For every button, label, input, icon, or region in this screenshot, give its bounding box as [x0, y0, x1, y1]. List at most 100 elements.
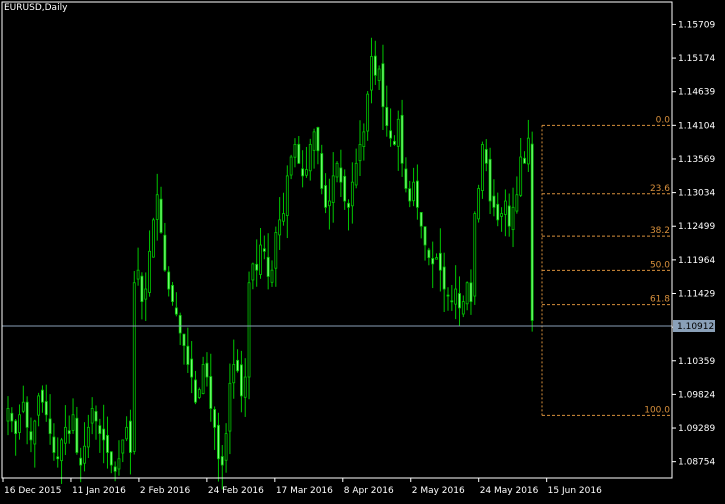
candle-body — [220, 456, 224, 466]
candle-body — [458, 293, 461, 309]
chart-frame — [1, 1, 673, 479]
candle-body — [393, 140, 396, 145]
x-tick-label: 24 Feb 2016 — [208, 486, 264, 496]
candle-body — [297, 143, 301, 164]
candle-body — [465, 282, 469, 305]
candle-body — [435, 257, 438, 260]
candle-body — [511, 206, 515, 231]
y-tick-label: 1.14104 — [678, 121, 715, 131]
candle-body — [14, 420, 18, 435]
candle-body — [496, 203, 500, 221]
candle-body — [151, 219, 155, 258]
candle-body — [18, 414, 21, 433]
candle-body — [159, 198, 163, 233]
candle-body — [86, 426, 90, 448]
candle-body — [213, 409, 217, 428]
candle-body — [339, 167, 343, 183]
y-tick-label: 1.11429 — [678, 289, 715, 299]
candle-body — [10, 412, 14, 422]
candle-body — [370, 56, 373, 91]
candle-body — [381, 63, 385, 108]
candle-body — [132, 282, 136, 452]
x-tick-label: 11 Jan 2016 — [72, 486, 126, 496]
candle-body — [106, 434, 109, 453]
candle-body — [519, 156, 523, 196]
y-tick-label: 1.08754 — [678, 458, 715, 468]
candle-body — [431, 258, 435, 265]
x-tick-label: 16 Dec 2015 — [4, 486, 62, 496]
candle-body — [205, 362, 209, 378]
x-tick-label: 17 Mar 2016 — [276, 486, 333, 496]
candle-body — [270, 269, 274, 283]
candle-body — [320, 153, 324, 189]
candle-body — [400, 114, 404, 164]
candle-body — [308, 144, 312, 172]
candle-body — [155, 194, 159, 220]
candle-body — [25, 401, 29, 428]
candle-body — [507, 205, 511, 227]
candle-body — [251, 263, 255, 281]
candle-body — [327, 200, 331, 207]
candle-body — [182, 333, 186, 347]
y-tick-label: 1.14639 — [678, 88, 715, 98]
candle-body — [481, 144, 484, 191]
candle-body — [354, 162, 358, 186]
candle-body — [178, 314, 182, 334]
candle-body — [148, 250, 151, 293]
candle-body — [408, 188, 412, 202]
candle-body — [83, 445, 86, 464]
candle-body — [366, 93, 370, 132]
candle-body — [90, 408, 94, 424]
candle-body — [427, 249, 431, 259]
x-tick-label: 8 Apr 2016 — [344, 486, 394, 496]
candles — [6, 37, 534, 490]
candle-body — [98, 425, 102, 435]
candle-body — [305, 169, 308, 176]
symbol-title: EURUSD,Daily — [4, 3, 68, 13]
candle-body — [129, 420, 132, 453]
candle-body — [190, 358, 194, 378]
y-tick-label: 1.12499 — [678, 222, 715, 232]
candle-body — [113, 466, 117, 472]
candle-body — [262, 248, 266, 252]
candle-body — [136, 269, 140, 280]
candle-body — [75, 417, 79, 453]
candle-body — [377, 68, 381, 81]
candle-body — [488, 158, 492, 202]
candle-body — [289, 156, 293, 176]
candle-body — [324, 185, 327, 208]
candle-body — [217, 424, 220, 460]
y-tick-label: 1.09289 — [678, 424, 715, 434]
candle-body — [446, 294, 450, 297]
candle-body — [278, 219, 282, 236]
candle-body — [412, 181, 415, 202]
candle-body — [232, 364, 236, 384]
candle-body — [266, 256, 270, 277]
candle-body — [492, 195, 496, 208]
candle-body — [500, 213, 503, 217]
fibonacci-retracement[interactable]: 0.0 23.6 38.2 50.0 61.8 100.0 — [541, 115, 671, 416]
y-tick-label: 1.15174 — [678, 54, 715, 64]
candle-body — [285, 175, 289, 216]
time-axis[interactable]: 16 Dec 2015 11 Jan 2016 2 Feb 2016 24 Feb 2… — [2, 478, 602, 496]
candle-body — [316, 127, 320, 152]
candle-body — [243, 376, 247, 398]
candle-body — [186, 345, 190, 365]
candle-body — [373, 55, 377, 76]
price-axis[interactable]: 1.15709 1.15174 1.14639 1.14104 1.13569 1.130… — [672, 20, 715, 468]
y-tick-label: 1.13034 — [678, 189, 715, 199]
x-tick-label: 15 Jun 2016 — [548, 486, 602, 496]
candle-body — [102, 428, 106, 441]
candle-body — [63, 426, 67, 444]
candle-body — [194, 379, 197, 403]
candle-body — [209, 376, 213, 409]
candle-body — [404, 168, 408, 189]
fib-level-label: 61.8 — [650, 295, 670, 305]
x-tick-label: 24 May 2016 — [480, 486, 539, 496]
candle-body — [236, 359, 239, 372]
candle-body — [33, 420, 37, 445]
candle-body — [438, 252, 442, 271]
